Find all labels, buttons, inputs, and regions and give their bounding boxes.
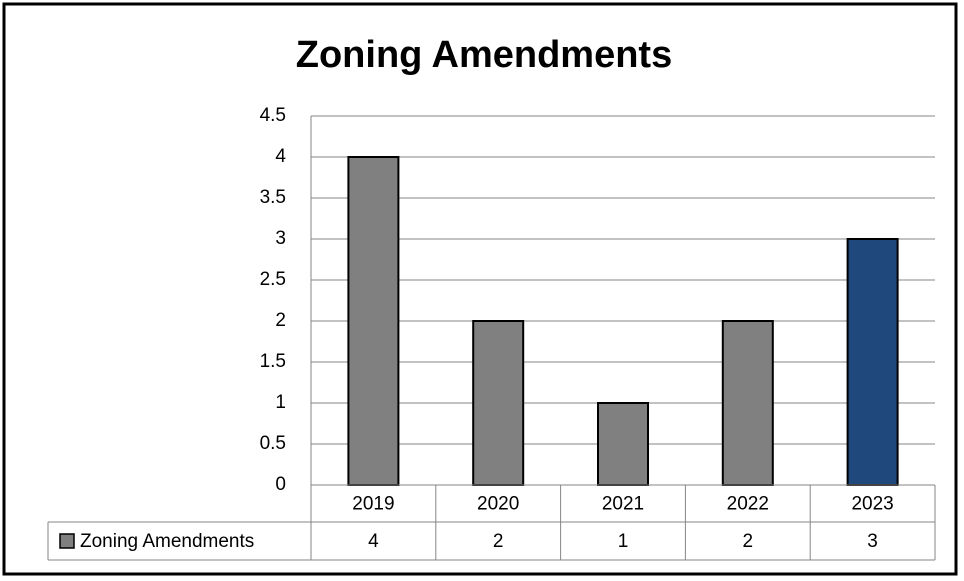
bar xyxy=(472,320,525,486)
x-tick-label: 2019 xyxy=(352,494,394,515)
y-tick-label: 4 xyxy=(275,146,286,167)
bar xyxy=(721,320,774,486)
y-tick-label: 2 xyxy=(275,310,286,331)
table-value: 4 xyxy=(368,531,379,552)
y-tick-label: 0.5 xyxy=(260,433,286,454)
chart-border xyxy=(2,2,958,576)
legend-label: Zoning Amendments xyxy=(80,531,254,552)
y-tick-label: 1.5 xyxy=(260,351,286,372)
y-tick-label: 3.5 xyxy=(260,187,286,208)
chart-title: Zoning Amendments xyxy=(296,34,672,76)
y-tick-label: 2.5 xyxy=(260,269,286,290)
table-value: 2 xyxy=(493,531,504,552)
x-tick-label: 2020 xyxy=(477,494,519,515)
bar xyxy=(597,402,649,486)
bar xyxy=(347,156,400,486)
bar xyxy=(846,238,899,486)
y-tick-label: 0 xyxy=(275,474,286,495)
table-value: 2 xyxy=(743,531,754,552)
y-tick-label: 4.5 xyxy=(260,105,286,126)
x-tick-label: 2021 xyxy=(602,494,644,515)
y-tick-label: 1 xyxy=(275,392,286,413)
legend-key xyxy=(59,533,75,549)
table-value: 1 xyxy=(618,531,629,552)
table-value: 3 xyxy=(867,531,878,552)
x-tick-label: 2022 xyxy=(727,494,769,515)
x-tick-label: 2023 xyxy=(851,494,893,515)
y-tick-label: 3 xyxy=(275,228,286,249)
